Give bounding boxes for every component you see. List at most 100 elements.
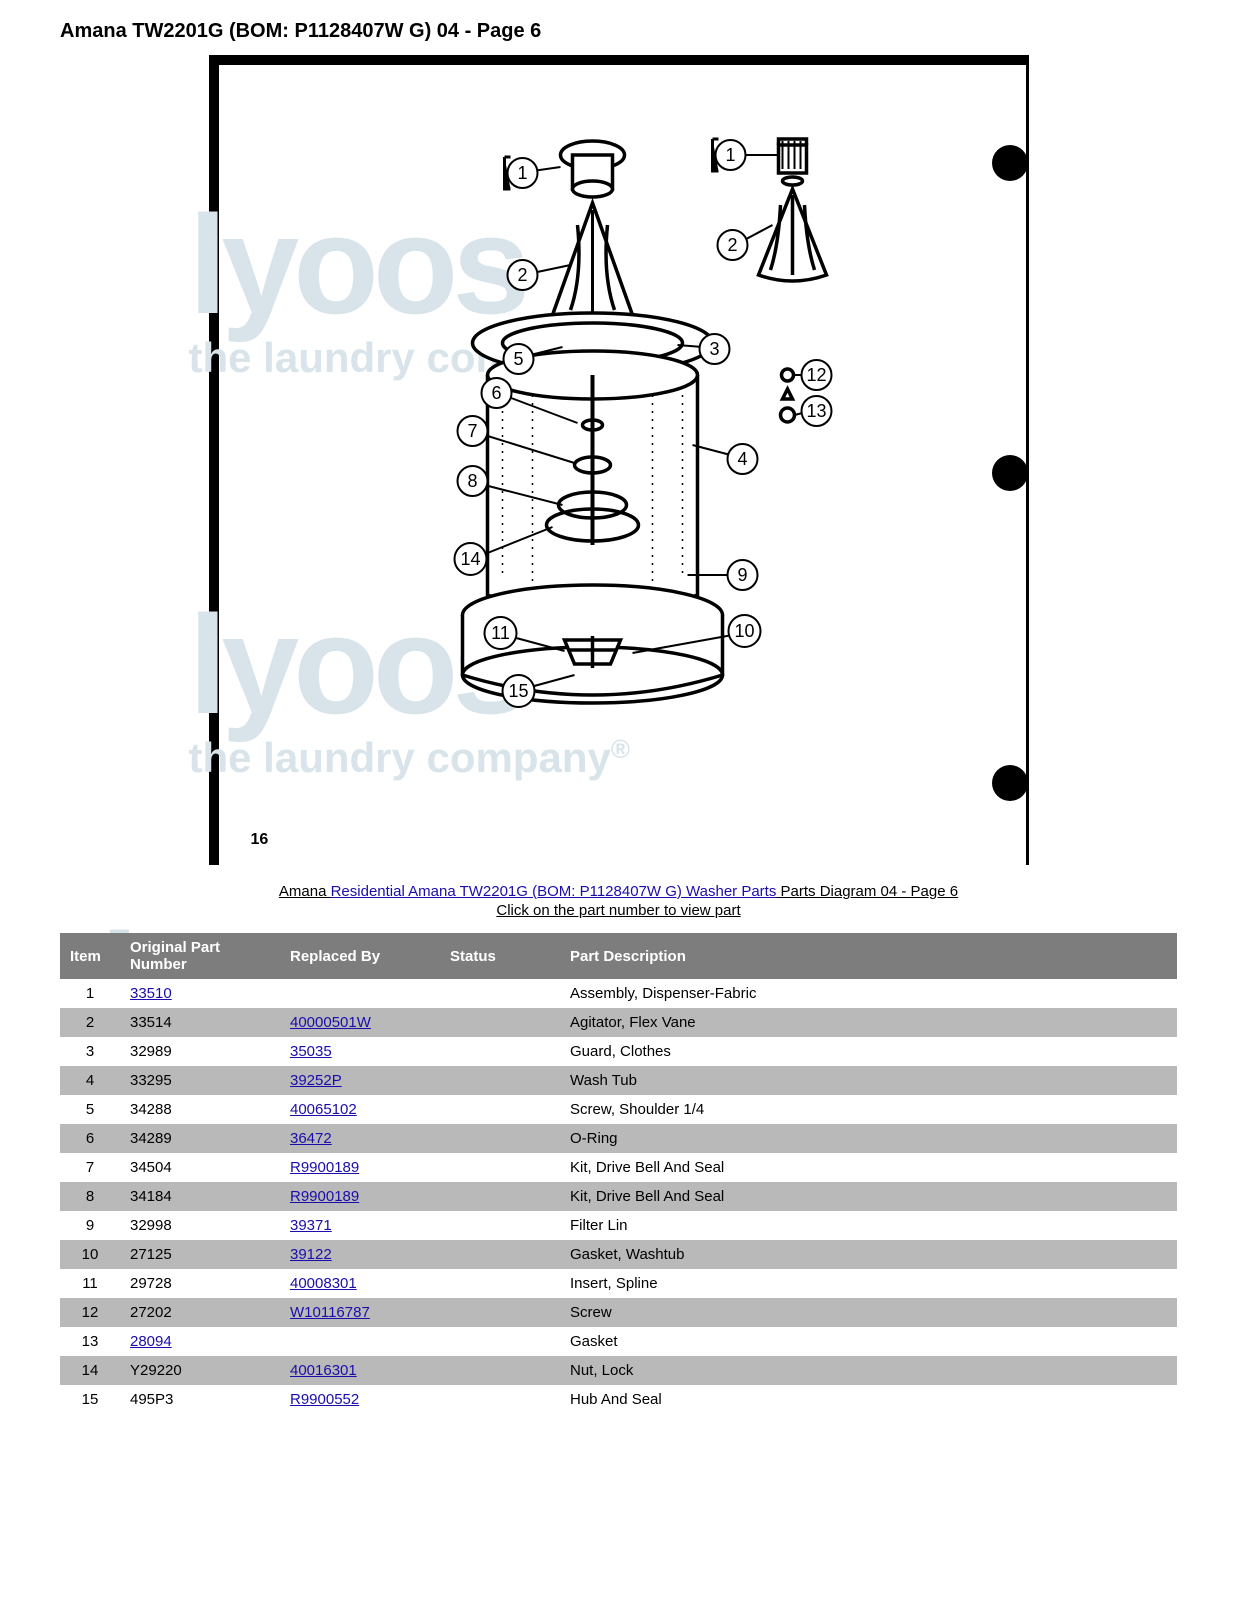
part-number-link[interactable]: R9900189 <box>290 1159 359 1176</box>
cell-original-part: 28094 <box>120 1327 280 1356</box>
table-row: 834184 R9900189 Kit, Drive Bell And Seal <box>60 1182 1177 1211</box>
cell-item: 15 <box>60 1385 120 1414</box>
parts-diagram: lyoos the laundry company® lyoos the lau… <box>209 55 1029 865</box>
table-row: 14Y2922040016301Nut, Lock <box>60 1356 1177 1385</box>
table-row: 23351440000501WAgitator, Flex Vane <box>60 1008 1177 1037</box>
cell-status <box>440 1066 560 1095</box>
cell-item: 8 <box>60 1182 120 1211</box>
table-row: 734504R9900189Kit, Drive Bell And Seal <box>60 1153 1177 1182</box>
svg-text:13: 13 <box>806 401 826 421</box>
cell-replaced-by: 40008301 <box>280 1269 440 1298</box>
cell-status <box>440 1298 560 1327</box>
cell-item: 12 <box>60 1298 120 1327</box>
cell-original-part: Y29220 <box>120 1356 280 1385</box>
cell-original-part: 29728 <box>120 1269 280 1298</box>
part-number-link[interactable]: 33510 <box>130 985 172 1002</box>
part-number-link[interactable]: 36472 <box>290 1130 332 1147</box>
cell-item: 2 <box>60 1008 120 1037</box>
svg-text:2: 2 <box>517 265 527 285</box>
svg-text:4: 4 <box>737 449 747 469</box>
table-row: 93299839371Filter Lin <box>60 1211 1177 1240</box>
part-number-link[interactable]: 40008301 <box>290 1275 357 1292</box>
part-number-link[interactable]: 40065102 <box>290 1101 357 1118</box>
svg-text:12: 12 <box>806 365 826 385</box>
part-number-link[interactable]: 35035 <box>290 1043 332 1060</box>
cell-replaced-by: R9900189 <box>280 1153 440 1182</box>
svg-text:15: 15 <box>508 681 528 701</box>
part-number-link[interactable]: 40016301 <box>290 1362 357 1379</box>
cell-description: Agitator, Flex Vane <box>560 1008 1177 1037</box>
breadcrumb: Amana Residential Amana TW2201G (BOM: P1… <box>60 883 1177 900</box>
cell-status <box>440 1240 560 1269</box>
cell-status <box>440 1037 560 1066</box>
cell-item: 1 <box>60 979 120 1008</box>
cell-description: Screw, Shoulder 1/4 <box>560 1095 1177 1124</box>
cell-original-part: 33295 <box>120 1066 280 1095</box>
cell-item: 11 <box>60 1269 120 1298</box>
cell-description: Kit, Drive Bell And Seal <box>560 1182 1177 1211</box>
cell-replaced-by: 40016301 <box>280 1356 440 1385</box>
svg-text:2: 2 <box>727 235 737 255</box>
part-number-link[interactable]: R9900552 <box>290 1391 359 1408</box>
part-number-link[interactable]: 39371 <box>290 1217 332 1234</box>
table-row: 53428840065102Screw, Shoulder 1/4 <box>60 1095 1177 1124</box>
cell-replaced-by: 39122 <box>280 1240 440 1269</box>
part-number-link[interactable]: R9900189 <box>290 1188 359 1205</box>
table-row: 433295 39252P Wash Tub <box>60 1066 1177 1095</box>
cell-original-part: 27125 <box>120 1240 280 1269</box>
instruction-text: Click on the part number to view part <box>60 902 1177 919</box>
cell-description: Filter Lin <box>560 1211 1177 1240</box>
cell-description: Assembly, Dispenser-Fabric <box>560 979 1177 1008</box>
cell-status <box>440 1124 560 1153</box>
cell-status <box>440 1095 560 1124</box>
cell-item: 13 <box>60 1327 120 1356</box>
cell-status <box>440 1356 560 1385</box>
svg-text:11: 11 <box>491 623 510 643</box>
table-row: 1227202W10116787Screw <box>60 1298 1177 1327</box>
col-header-original: Original Part Number <box>120 933 280 979</box>
svg-text:14: 14 <box>460 549 480 569</box>
cell-description: Wash Tub <box>560 1066 1177 1095</box>
breadcrumb-link[interactable]: Residential Amana TW2201G (BOM: P1128407… <box>331 883 777 900</box>
cell-original-part: 34184 <box>120 1182 280 1211</box>
cell-replaced-by: W10116787 <box>280 1298 440 1327</box>
svg-text:6: 6 <box>491 383 501 403</box>
cell-original-part: 32989 <box>120 1037 280 1066</box>
svg-text:8: 8 <box>467 471 477 491</box>
table-row: 1 33510 Assembly, Dispenser-Fabric <box>60 979 1177 1008</box>
cell-item: 10 <box>60 1240 120 1269</box>
table-row: 63428936472O-Ring <box>60 1124 1177 1153</box>
part-number-link[interactable]: 28094 <box>130 1333 172 1350</box>
col-header-desc: Part Description <box>560 933 1177 979</box>
col-header-item: Item <box>60 933 120 979</box>
exploded-view-svg: 1 1 2 2 5 <box>227 75 1018 855</box>
breadcrumb-prefix: Amana <box>279 883 331 900</box>
table-row: 102712539122Gasket, Washtub <box>60 1240 1177 1269</box>
cell-status <box>440 1269 560 1298</box>
cell-replaced-by: 36472 <box>280 1124 440 1153</box>
cell-status <box>440 1008 560 1037</box>
col-header-replaced: Replaced By <box>280 933 440 979</box>
svg-text:5: 5 <box>513 349 523 369</box>
page-title: Amana TW2201G (BOM: P1128407W G) 04 - Pa… <box>60 20 1177 43</box>
cell-description: Screw <box>560 1298 1177 1327</box>
table-row: 33298935035Guard, Clothes <box>60 1037 1177 1066</box>
parts-table: Item Original Part Number Replaced By St… <box>60 933 1177 1414</box>
cell-status <box>440 979 560 1008</box>
part-number-link[interactable]: W10116787 <box>290 1304 370 1321</box>
cell-original-part: 34288 <box>120 1095 280 1124</box>
cell-description: Gasket <box>560 1327 1177 1356</box>
cell-replaced-by: 39371 <box>280 1211 440 1240</box>
part-number-link[interactable]: 39122 <box>290 1246 332 1263</box>
cell-item: 14 <box>60 1356 120 1385</box>
cell-replaced-by: 40065102 <box>280 1095 440 1124</box>
svg-text:7: 7 <box>467 421 477 441</box>
cell-status <box>440 1385 560 1414</box>
cell-original-part: 34504 <box>120 1153 280 1182</box>
cell-replaced-by: 40000501W <box>280 1008 440 1037</box>
part-number-link[interactable]: 40000501W <box>290 1014 371 1031</box>
cell-description: Hub And Seal <box>560 1385 1177 1414</box>
cell-item: 4 <box>60 1066 120 1095</box>
cell-status <box>440 1153 560 1182</box>
part-number-link[interactable]: 39252P <box>290 1072 342 1089</box>
